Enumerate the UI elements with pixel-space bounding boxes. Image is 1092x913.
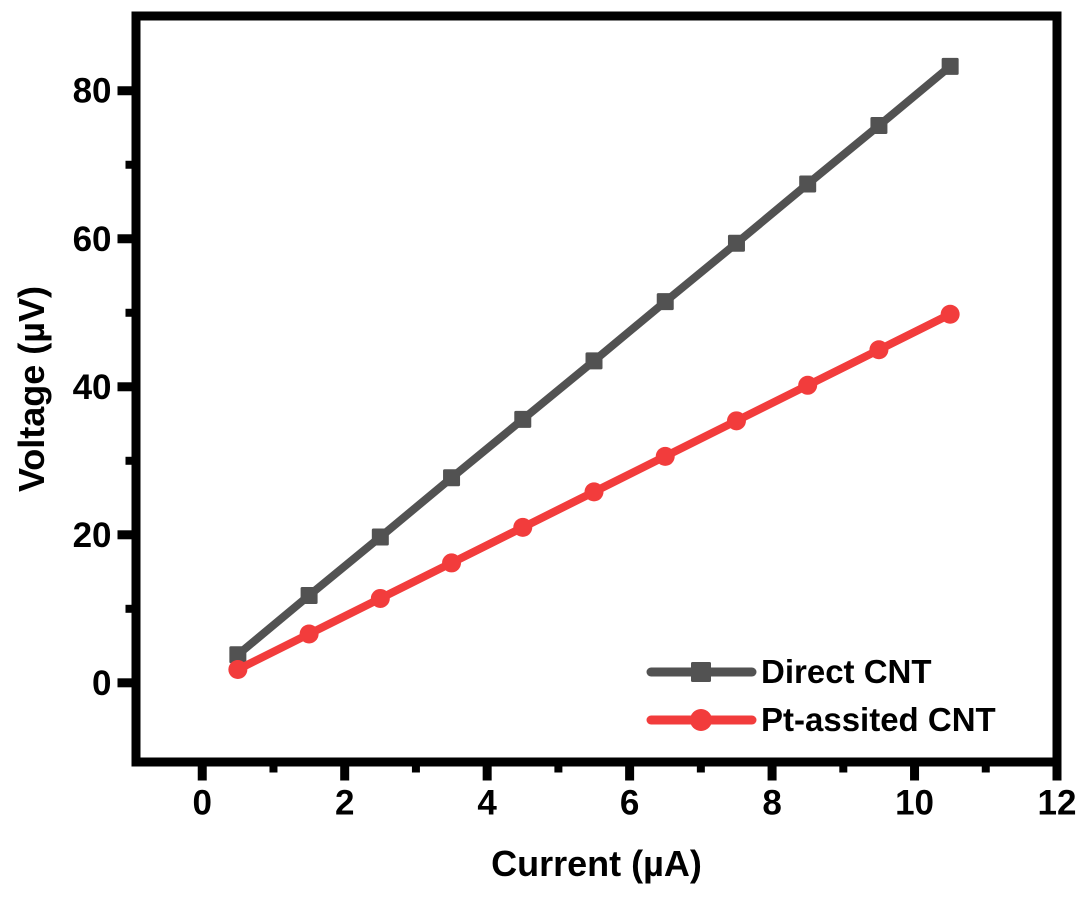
data-point-marker — [656, 293, 674, 311]
data-point-marker — [799, 175, 817, 193]
x-tick-label: 10 — [895, 784, 934, 823]
data-point-marker — [870, 117, 888, 135]
y-tick-label: 80 — [73, 72, 112, 111]
legend-marker-circle — [690, 709, 712, 731]
series-direct-cnt — [229, 57, 959, 664]
data-point-marker — [727, 234, 745, 252]
legend-label: Direct CNT — [761, 653, 932, 690]
series-pt-assited-cnt — [228, 304, 960, 679]
y-tick-label: 20 — [73, 516, 112, 555]
x-axis-title: Current (µA) — [491, 843, 702, 884]
data-point-marker — [513, 517, 533, 537]
data-point-marker — [798, 375, 818, 395]
y-tick-label: 0 — [92, 664, 111, 703]
legend-entry-direct-cnt: Direct CNT — [646, 653, 932, 690]
x-axis: 0 2 4 6 8 10 12 — [193, 766, 1077, 823]
y-axis: 0 20 40 60 80 — [73, 72, 132, 703]
data-point-marker — [940, 304, 960, 324]
x-tick-label: 0 — [193, 784, 212, 823]
plot-frame — [131, 11, 1062, 767]
data-point-marker — [299, 624, 319, 644]
data-point-marker — [655, 446, 675, 466]
legend: Direct CNT Pt-assited CNT — [646, 653, 996, 738]
x-tick-label: 12 — [1038, 784, 1077, 823]
data-point-marker — [300, 586, 318, 604]
data-point-marker — [229, 646, 247, 664]
data-point-marker — [584, 482, 604, 502]
data-point-marker — [726, 411, 746, 431]
legend-label: Pt-assited CNT — [761, 701, 996, 738]
data-point-marker — [514, 410, 532, 428]
data-point-marker — [371, 528, 389, 546]
x-tick-label: 6 — [620, 784, 639, 823]
x-tick-label: 2 — [335, 784, 354, 823]
y-tick-label: 40 — [73, 368, 112, 407]
data-point-marker — [442, 553, 462, 573]
data-point-marker — [869, 340, 889, 360]
x-tick-label: 4 — [477, 784, 497, 823]
data-point-marker — [370, 588, 390, 608]
x-tick-label: 8 — [762, 784, 781, 823]
data-point-marker — [228, 659, 248, 679]
legend-marker-square — [691, 662, 711, 682]
legend-entry-pt-assited-cnt: Pt-assited CNT — [646, 701, 996, 738]
data-point-marker — [585, 352, 603, 370]
y-axis-title: Voltage (µV) — [11, 286, 52, 492]
data-point-marker — [941, 57, 959, 75]
data-point-marker — [443, 469, 461, 487]
y-tick-label: 60 — [73, 220, 112, 259]
